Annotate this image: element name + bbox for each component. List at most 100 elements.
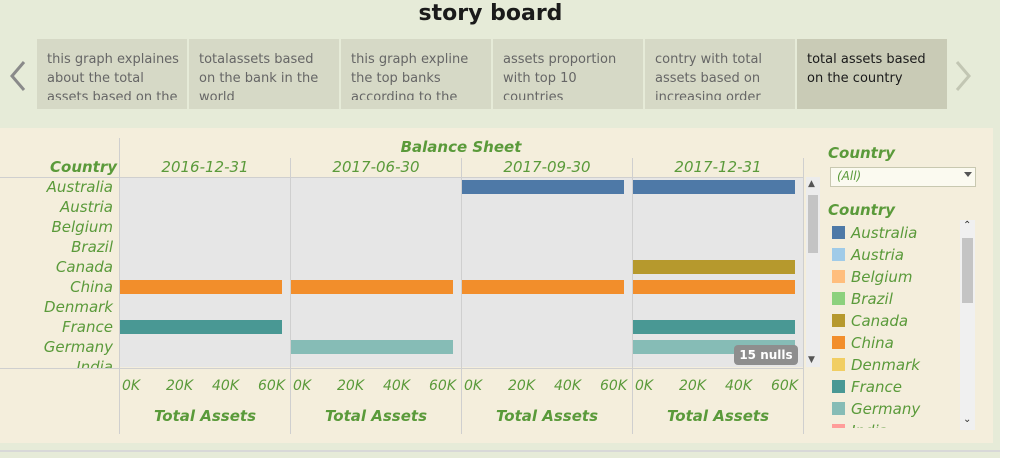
legend-scrollbar[interactable]: ⌃ ⌄ xyxy=(960,220,975,430)
bar-france-2017-12-31[interactable] xyxy=(633,320,795,334)
legend-swatch xyxy=(832,270,845,283)
legend-item-china[interactable]: China xyxy=(830,332,958,354)
legend-label: Belgium xyxy=(851,267,913,287)
legend-item-denmark[interactable]: Denmark xyxy=(830,354,958,376)
country-label-denmark: Denmark xyxy=(0,297,113,317)
chevron-up-icon[interactable]: ⌃ xyxy=(963,220,971,231)
country-filter-dropdown[interactable]: (All) xyxy=(830,167,976,187)
legend-item-canada[interactable]: Canada xyxy=(830,310,958,332)
caret-down-icon xyxy=(964,172,972,177)
legend-label: Austria xyxy=(851,245,904,265)
legend-label: Germany xyxy=(851,399,920,419)
legend-swatch xyxy=(832,336,845,349)
story-point-4[interactable]: assets proportion with top 10 countries xyxy=(493,39,643,109)
story-point-caption: this graph expline the top banks accordi… xyxy=(351,50,485,100)
x-tick-label: 40K xyxy=(383,378,410,394)
story-point-2[interactable]: totalassets based on the bank in the wor… xyxy=(189,39,339,109)
chevron-left-icon xyxy=(6,56,30,96)
scroll-up-icon[interactable]: ▲ xyxy=(808,179,815,189)
country-label-australia: Australia xyxy=(0,177,113,197)
x-tick-label: 20K xyxy=(508,378,535,394)
chevron-right-icon xyxy=(951,56,975,96)
country-label-austria: Austria xyxy=(0,197,113,217)
country-label-germany: Germany xyxy=(0,337,113,357)
x-tick-label: 20K xyxy=(166,378,193,394)
country-label-brazil: Brazil xyxy=(0,237,113,257)
legend-swatch xyxy=(832,292,845,305)
country-label-france: France xyxy=(0,317,113,337)
filter-selected-value: (All) xyxy=(837,169,861,183)
chevron-down-icon[interactable]: ⌄ xyxy=(963,414,971,425)
bar-germany-2017-06-30[interactable] xyxy=(291,340,453,354)
story-point-caption: assets proportion with top 10 countries xyxy=(503,50,637,100)
bar-china-2017-12-31[interactable] xyxy=(633,280,795,294)
legend-swatch xyxy=(832,248,845,261)
legend-item-austria[interactable]: Austria xyxy=(830,244,958,266)
x-tick-label: 20K xyxy=(679,378,706,394)
legend-swatch xyxy=(832,424,845,428)
legend-item-brazil[interactable]: Brazil xyxy=(830,288,958,310)
chart-vertical-scrollbar[interactable]: ▲ ▼ xyxy=(806,177,820,367)
legend-swatch xyxy=(832,314,845,327)
x-tick-label: 40K xyxy=(554,378,581,394)
story-point-6[interactable]: total assets based on the country xyxy=(797,39,947,109)
bar-france-2016-12-31[interactable] xyxy=(120,320,282,334)
x-tick-label: 0K xyxy=(293,378,311,394)
grid-line-horizontal xyxy=(0,177,803,178)
grid-line-vertical xyxy=(803,158,804,434)
bottom-divider xyxy=(0,450,1000,452)
legend-label: India xyxy=(851,421,888,428)
story-point-caption: contry with total assets based on increa… xyxy=(655,50,789,100)
bar-canada-2017-12-31[interactable] xyxy=(633,260,795,274)
legend-item-germany[interactable]: Germany xyxy=(830,398,958,420)
bar-china-2016-12-31[interactable] xyxy=(120,280,282,294)
bottom-strip xyxy=(0,443,993,447)
x-tick-label: 0K xyxy=(635,378,653,394)
x-tick-label: 40K xyxy=(212,378,239,394)
bar-china-2017-09-30[interactable] xyxy=(462,280,624,294)
column-header-2017-09-30: 2017-09-30 xyxy=(462,158,632,176)
legend-scrollbar-thumb[interactable] xyxy=(962,238,973,303)
column-header-2017-06-30: 2017-06-30 xyxy=(291,158,461,176)
chart-scrollbar-thumb[interactable] xyxy=(808,195,818,253)
x-tick-label: 60K xyxy=(600,378,627,394)
grid-line-horizontal xyxy=(0,368,803,369)
legend-label: Brazil xyxy=(851,289,893,309)
x-tick-label: 60K xyxy=(258,378,285,394)
legend-item-australia[interactable]: Australia xyxy=(830,222,958,244)
row-header-country: Country xyxy=(50,158,112,176)
legend-label: Denmark xyxy=(851,355,920,375)
filter-title: Country xyxy=(828,144,895,162)
next-story-point-button[interactable] xyxy=(951,56,975,96)
country-label-belgium: Belgium xyxy=(0,217,113,237)
bar-australia-2017-12-31[interactable] xyxy=(633,180,795,194)
color-legend: Australia Austria Belgium Brazil Canada China… xyxy=(830,222,958,428)
x-tick-label: 0K xyxy=(464,378,482,394)
bar-china-2017-06-30[interactable] xyxy=(291,280,453,294)
x-axis-title: Total Assets xyxy=(462,407,632,425)
legend-label: Canada xyxy=(851,311,908,331)
nulls-indicator[interactable]: 15 nulls xyxy=(734,345,798,365)
x-tick-label: 0K xyxy=(122,378,140,394)
x-axis-title: Total Assets xyxy=(291,407,461,425)
dashboard: Balance Sheet Country 2016-12-31 2017-06-… xyxy=(0,128,993,443)
grid-line-vertical xyxy=(119,138,120,434)
story-point-5[interactable]: contry with total assets based on increa… xyxy=(645,39,795,109)
legend-label: France xyxy=(851,377,902,397)
column-header-2016-12-31: 2016-12-31 xyxy=(120,158,290,176)
x-tick-label: 20K xyxy=(337,378,364,394)
legend-title: Country xyxy=(828,201,895,219)
previous-story-point-button[interactable] xyxy=(6,56,30,96)
story-point-caption: this graph explaines about the total ass… xyxy=(47,50,181,100)
bar-australia-2017-09-30[interactable] xyxy=(462,180,624,194)
scroll-down-icon[interactable]: ▼ xyxy=(808,355,815,365)
story-point-1[interactable]: this graph explaines about the total ass… xyxy=(37,39,187,109)
legend-item-india[interactable]: India xyxy=(830,420,958,428)
story-point-3[interactable]: this graph expline the top banks accordi… xyxy=(341,39,491,109)
legend-item-france[interactable]: France xyxy=(830,376,958,398)
legend-swatch xyxy=(832,380,845,393)
legend-swatch xyxy=(832,402,845,415)
grid-line-vertical xyxy=(632,158,633,434)
legend-item-belgium[interactable]: Belgium xyxy=(830,266,958,288)
